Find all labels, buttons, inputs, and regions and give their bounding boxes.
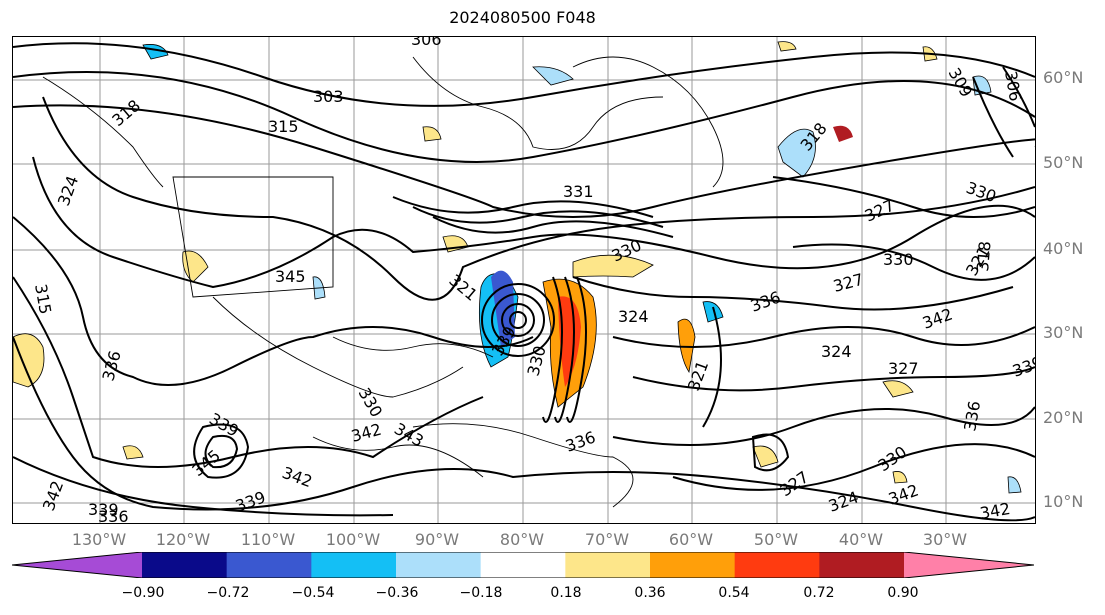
contour-label: 336 [563, 427, 598, 455]
lon-label-80w: 80°W [499, 530, 545, 549]
contour-label: 330 [874, 442, 910, 475]
contour-label: 327 [831, 270, 865, 296]
contour-label: 324 [821, 342, 852, 361]
contour-label: 342 [886, 480, 921, 508]
lon-label-110w: 110°W [240, 530, 296, 549]
colorbar-segment [819, 552, 905, 578]
lon-label-90w: 90°W [414, 530, 460, 549]
colorbar-segment [480, 552, 566, 578]
contour-label: 306 [1001, 69, 1025, 102]
lon-label-130w: 130°W [71, 530, 127, 549]
contour-label: 327 [888, 359, 919, 378]
contour-label: 336 [748, 287, 783, 315]
colorbar-tick: −0.18 [459, 585, 503, 601]
map-panel: 306 303 315 318 324 315 336 339 342 345 … [12, 36, 1036, 524]
lat-label-30n: 30°N [1043, 323, 1084, 342]
shading-layer [13, 41, 1022, 494]
lon-label-40w: 40°W [838, 530, 884, 549]
contour-label: 336 [99, 349, 125, 383]
contour-label: 336 [98, 507, 129, 523]
lon-label-100w: 100°W [325, 530, 381, 549]
colorbar-segment [396, 552, 482, 578]
lon-label-120w: 120°W [155, 530, 211, 549]
colorbar-extend-max [904, 552, 1034, 578]
colorbar-tick: −0.54 [291, 585, 335, 601]
contour-lines [13, 42, 1035, 522]
colorbar-extend-min [12, 552, 142, 578]
lat-label-50n: 50°N [1043, 153, 1084, 172]
contour-label: 342 [920, 304, 955, 332]
contour-label: 342 [39, 478, 67, 513]
contour-label: 331 [563, 182, 594, 201]
lat-label-40n: 40°N [1043, 239, 1084, 258]
contour-label: 339 [233, 487, 268, 515]
contour-label: 330 [355, 385, 387, 421]
colorbar [12, 552, 1034, 578]
contour-label: 330 [883, 250, 914, 269]
colorbar-tick: 0.54 [718, 585, 750, 601]
colorbar-segment [142, 552, 228, 578]
lon-label-60w: 60°W [668, 530, 714, 549]
colorbar-tick: −0.90 [121, 585, 165, 601]
colorbar-segment [565, 552, 651, 578]
contour-label: 324 [54, 173, 82, 208]
colorbar-segment [734, 552, 820, 578]
colorbar-tick: 0.72 [803, 585, 835, 601]
contour-label: 342 [280, 463, 315, 491]
contour-label: 309 [945, 65, 977, 101]
contour-label: 306 [411, 37, 442, 49]
contour-label: 303 [313, 87, 344, 106]
contour-labels: 306 303 315 318 324 315 336 339 342 345 … [31, 37, 1035, 523]
contour-label: 327 [776, 467, 812, 500]
contour-label: 321 [445, 271, 481, 305]
contour-label: 339 [88, 500, 119, 519]
colorbar-segment [650, 552, 736, 578]
graticule [13, 37, 1035, 523]
colorbar-tick: 0.18 [550, 585, 582, 601]
colorbar-tick: 0.36 [634, 585, 666, 601]
contour-label: 324 [618, 307, 649, 326]
map-title: 2024080500 F048 [449, 8, 596, 27]
colorbar-tick: −0.36 [375, 585, 419, 601]
colorbar-tick: 0.90 [887, 585, 919, 601]
lon-label-30w: 30°W [922, 530, 968, 549]
contour-label: 330 [524, 344, 550, 378]
contour-label: 315 [268, 117, 299, 136]
colorbar-segment [311, 552, 397, 578]
lat-label-20n: 20°N [1043, 408, 1084, 427]
lat-label-60n: 60°N [1043, 68, 1084, 87]
contour-label: 318 [108, 96, 144, 130]
map-canvas: 306 303 315 318 324 315 336 339 342 345 … [13, 37, 1035, 523]
lat-label-10n: 10°N [1043, 492, 1084, 511]
colorbar-segment [226, 552, 312, 578]
contour-label: 336 [960, 399, 984, 432]
colorbar-tick: −0.72 [206, 585, 250, 601]
coastlines [42, 56, 724, 508]
lon-label-70w: 70°W [584, 530, 630, 549]
contour-label: 339 [1010, 352, 1035, 380]
contour-label: 318 [973, 240, 995, 272]
lon-label-50w: 50°W [753, 530, 799, 549]
contour-label: 345 [275, 267, 306, 286]
colorbar-segments [12, 552, 1034, 578]
